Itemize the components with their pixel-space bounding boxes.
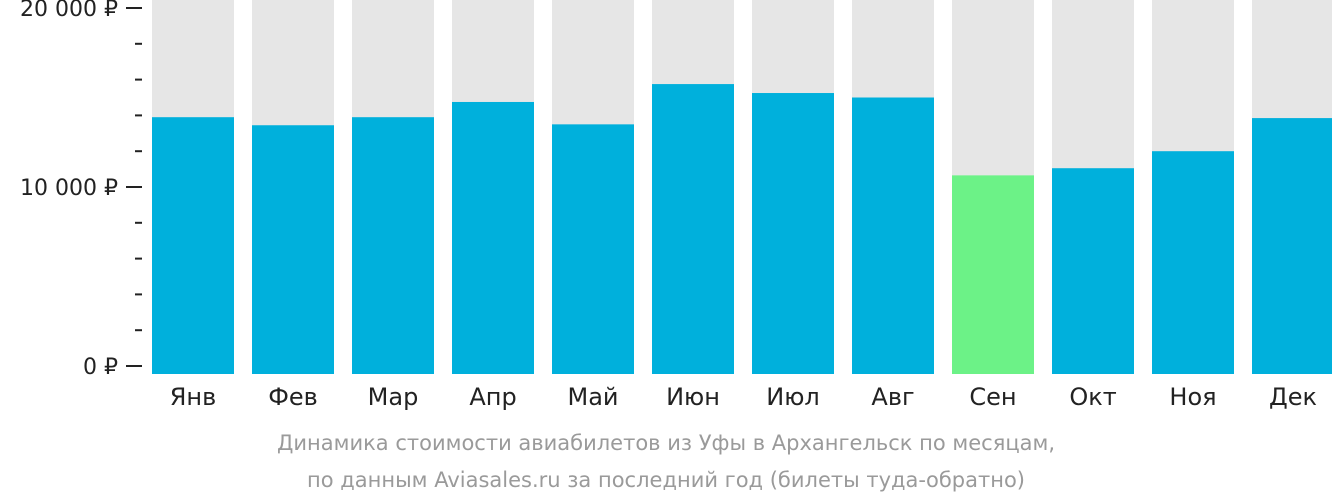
x-tick-label: Окт [1069,383,1116,411]
bar-5[interactable] [552,124,634,374]
bar-8[interactable] [852,97,934,375]
x-tick-label: Июн [666,383,720,411]
bar-11[interactable] [1152,151,1234,374]
bar-10[interactable] [1052,168,1134,374]
x-tick-label: Авг [871,383,914,411]
chart-caption-line-2: по данным Aviasales.ru за последний год … [307,468,1025,492]
price-bar-chart: 0 ₽ 10 000 ₽ 20 000 ₽ Янв Фев Мар Апр Май Июн Ию… [20,0,1332,411]
bar-2[interactable] [252,125,334,375]
x-tick-label: Май [567,383,618,411]
x-tick-label: Дек [1269,383,1317,411]
y-tick-label: 10 000 ₽ [20,176,118,201]
x-tick-label: Янв [170,383,217,411]
x-tick-label: Апр [469,383,516,411]
x-tick-label: Сен [969,383,1016,411]
bar-9[interactable] [952,175,1034,374]
bar-4[interactable] [452,101,534,374]
bar-12[interactable] [1252,118,1332,375]
y-tick-label: 20 000 ₽ [20,0,118,22]
chart-caption-line-1: Динамика стоимости авиабилетов из Уфы в … [276,431,1056,455]
bar-6[interactable] [652,84,734,374]
x-tick-label: Ноя [1169,383,1216,411]
x-tick-label: Фев [268,383,318,411]
x-tick-label: Июл [766,383,820,411]
bar-3[interactable] [352,117,434,374]
bar-1[interactable] [152,117,234,374]
y-tick-label: 0 ₽ [83,355,118,380]
x-tick-label: Мар [368,383,419,411]
bar-7[interactable] [752,93,834,375]
